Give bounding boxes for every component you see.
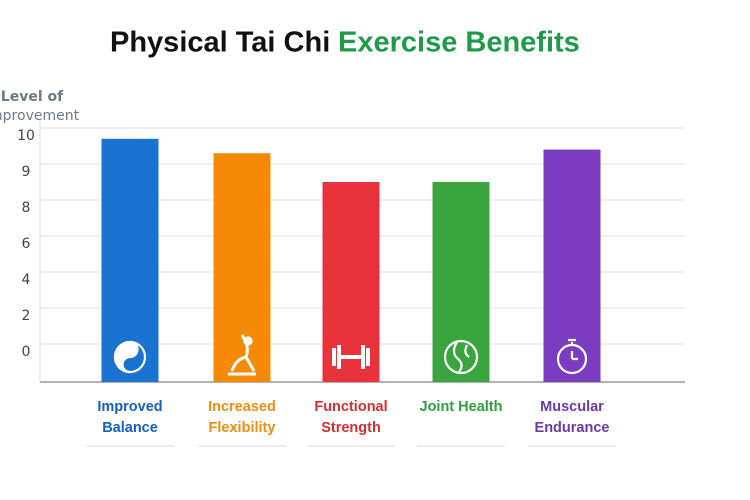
y-tick-label: 0 xyxy=(22,344,31,360)
y-tick-label: 4 xyxy=(22,272,31,288)
icon-part xyxy=(443,339,479,375)
y-axis-label: Level of xyxy=(1,89,64,105)
y-axis-label: Improvement xyxy=(0,108,80,124)
icon xyxy=(228,334,256,376)
icon xyxy=(556,338,588,375)
y-tick-label: 10 xyxy=(17,128,35,144)
chart-title: Physical Tai Chi xyxy=(110,27,330,59)
bar xyxy=(213,153,271,382)
icon-part xyxy=(332,345,370,369)
x-tick-label: Functional Strength xyxy=(314,399,388,436)
icon xyxy=(113,340,147,374)
bar xyxy=(543,149,601,382)
icon xyxy=(332,345,370,369)
y-tick-label: 8 xyxy=(22,200,31,216)
y-tick-label: 2 xyxy=(22,308,31,324)
icon-part xyxy=(243,336,253,346)
icon-part xyxy=(113,340,139,374)
icon xyxy=(443,339,479,375)
x-tick-label: Muscular Endurance xyxy=(534,399,610,436)
y-tick-label: 9 xyxy=(22,164,31,180)
y-tick-label: 6 xyxy=(22,236,31,252)
icon-part xyxy=(568,338,578,361)
bar xyxy=(322,182,380,382)
bar xyxy=(432,182,490,382)
chart-title-highlight: Exercise Benefits xyxy=(338,27,580,59)
icon-part xyxy=(452,341,470,373)
x-tick-label: Increased Flexibility xyxy=(208,399,276,436)
x-tick-label: Joint Health xyxy=(419,399,503,415)
x-tick-label: Improved Balance xyxy=(97,399,163,436)
